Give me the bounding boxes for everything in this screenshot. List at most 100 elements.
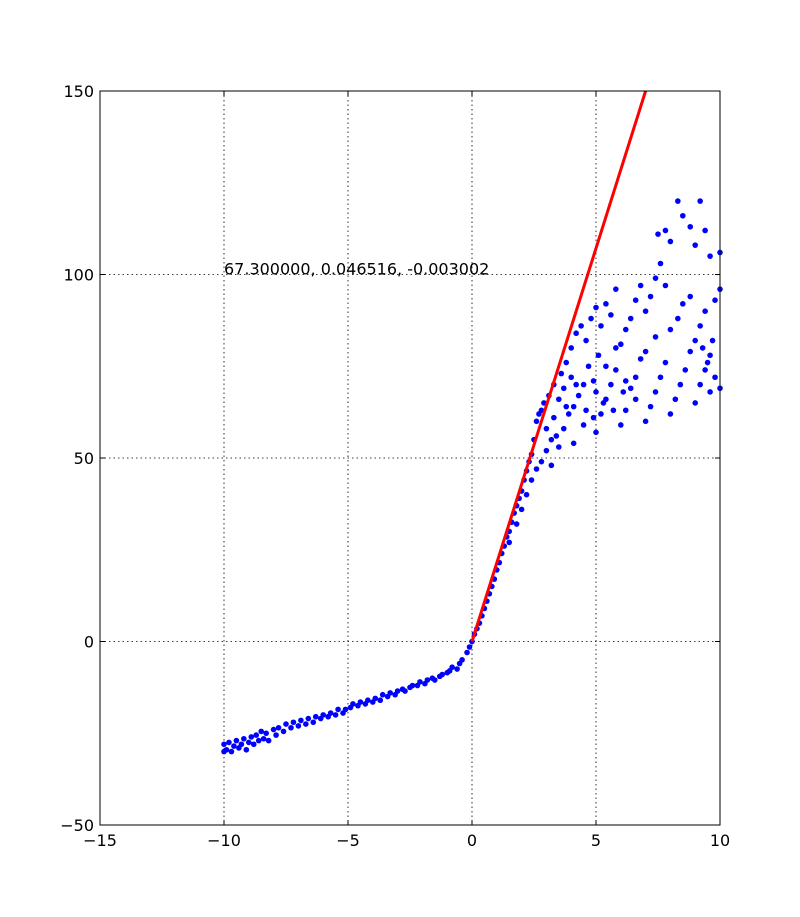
data-point <box>622 407 629 414</box>
data-point <box>424 677 431 683</box>
data-point <box>680 301 686 307</box>
data-point <box>657 374 664 381</box>
data-point <box>603 363 609 370</box>
data-point <box>647 403 654 410</box>
data-point <box>533 418 540 425</box>
data-point <box>598 411 604 417</box>
data-point <box>563 403 570 410</box>
data-point <box>543 425 550 432</box>
data-point <box>357 699 364 705</box>
data-point <box>608 381 614 388</box>
data-point <box>598 323 604 329</box>
data-point <box>365 697 371 704</box>
data-point <box>575 392 582 399</box>
data-point <box>652 334 659 340</box>
x-tick-label: 10 <box>710 831 730 850</box>
data-point <box>233 737 240 744</box>
data-point <box>283 721 289 727</box>
data-point <box>692 242 698 248</box>
data-point <box>221 741 227 748</box>
x-tick-label: 5 <box>591 831 601 850</box>
data-point <box>657 260 664 267</box>
data-point <box>583 407 589 414</box>
data-point <box>528 477 535 483</box>
data-point <box>466 644 473 650</box>
data-point <box>662 359 669 366</box>
data-point <box>260 735 267 742</box>
data-point <box>632 396 639 403</box>
data-point <box>622 326 629 333</box>
data-point <box>580 381 587 388</box>
data-point <box>667 326 674 333</box>
data-point <box>377 697 384 704</box>
x-tick-label: −15 <box>83 831 117 850</box>
data-point <box>342 706 349 713</box>
data-point <box>610 407 617 414</box>
y-tick-label: 50 <box>74 449 94 468</box>
data-point <box>320 712 327 718</box>
data-point <box>593 389 599 395</box>
data-point <box>298 717 304 724</box>
data-point <box>303 721 309 727</box>
data-point <box>702 367 708 373</box>
data-point <box>675 198 681 204</box>
data-point <box>603 301 609 307</box>
data-point <box>518 506 525 513</box>
data-point <box>387 690 393 696</box>
data-point <box>305 715 312 722</box>
data-point <box>687 223 694 230</box>
y-tick-label: 100 <box>63 266 94 285</box>
data-point <box>702 227 708 234</box>
data-point <box>570 440 577 447</box>
data-point <box>548 462 555 469</box>
data-point <box>270 726 277 733</box>
data-point <box>637 282 644 289</box>
data-point <box>558 370 565 377</box>
data-point <box>632 374 639 381</box>
data-point <box>402 688 408 694</box>
data-point <box>595 352 602 359</box>
data-point <box>288 724 294 731</box>
data-point <box>600 400 607 406</box>
scatter-points <box>221 198 723 755</box>
data-point <box>417 679 423 685</box>
data-point <box>692 337 698 344</box>
data-point <box>513 521 520 527</box>
data-point <box>379 691 386 698</box>
data-point <box>454 666 460 672</box>
data-point <box>712 374 718 381</box>
data-point <box>570 403 577 410</box>
data-point <box>580 422 587 428</box>
data-point <box>560 385 567 392</box>
y-tick-label: −50 <box>60 816 94 835</box>
data-point <box>238 741 245 748</box>
data-point <box>613 345 619 351</box>
data-point <box>662 282 669 289</box>
data-point <box>223 746 230 753</box>
data-point <box>680 212 686 219</box>
data-point <box>295 723 302 729</box>
data-point <box>226 739 232 746</box>
data-point <box>627 385 634 392</box>
data-point <box>459 657 465 663</box>
data-point <box>588 315 594 322</box>
data-point <box>273 732 279 738</box>
data-point <box>332 712 339 718</box>
data-point <box>312 713 319 720</box>
data-point <box>687 348 694 355</box>
data-point <box>697 323 703 329</box>
data-point <box>506 539 512 546</box>
data-point <box>620 389 627 395</box>
data-point <box>258 728 265 735</box>
data-point <box>687 293 694 300</box>
data-point <box>618 422 624 428</box>
data-point <box>637 356 644 362</box>
y-tick-label: 150 <box>63 82 94 101</box>
data-point <box>464 649 470 656</box>
data-point <box>432 677 438 683</box>
data-point <box>439 671 446 678</box>
data-point <box>231 743 237 749</box>
data-point <box>682 367 689 373</box>
